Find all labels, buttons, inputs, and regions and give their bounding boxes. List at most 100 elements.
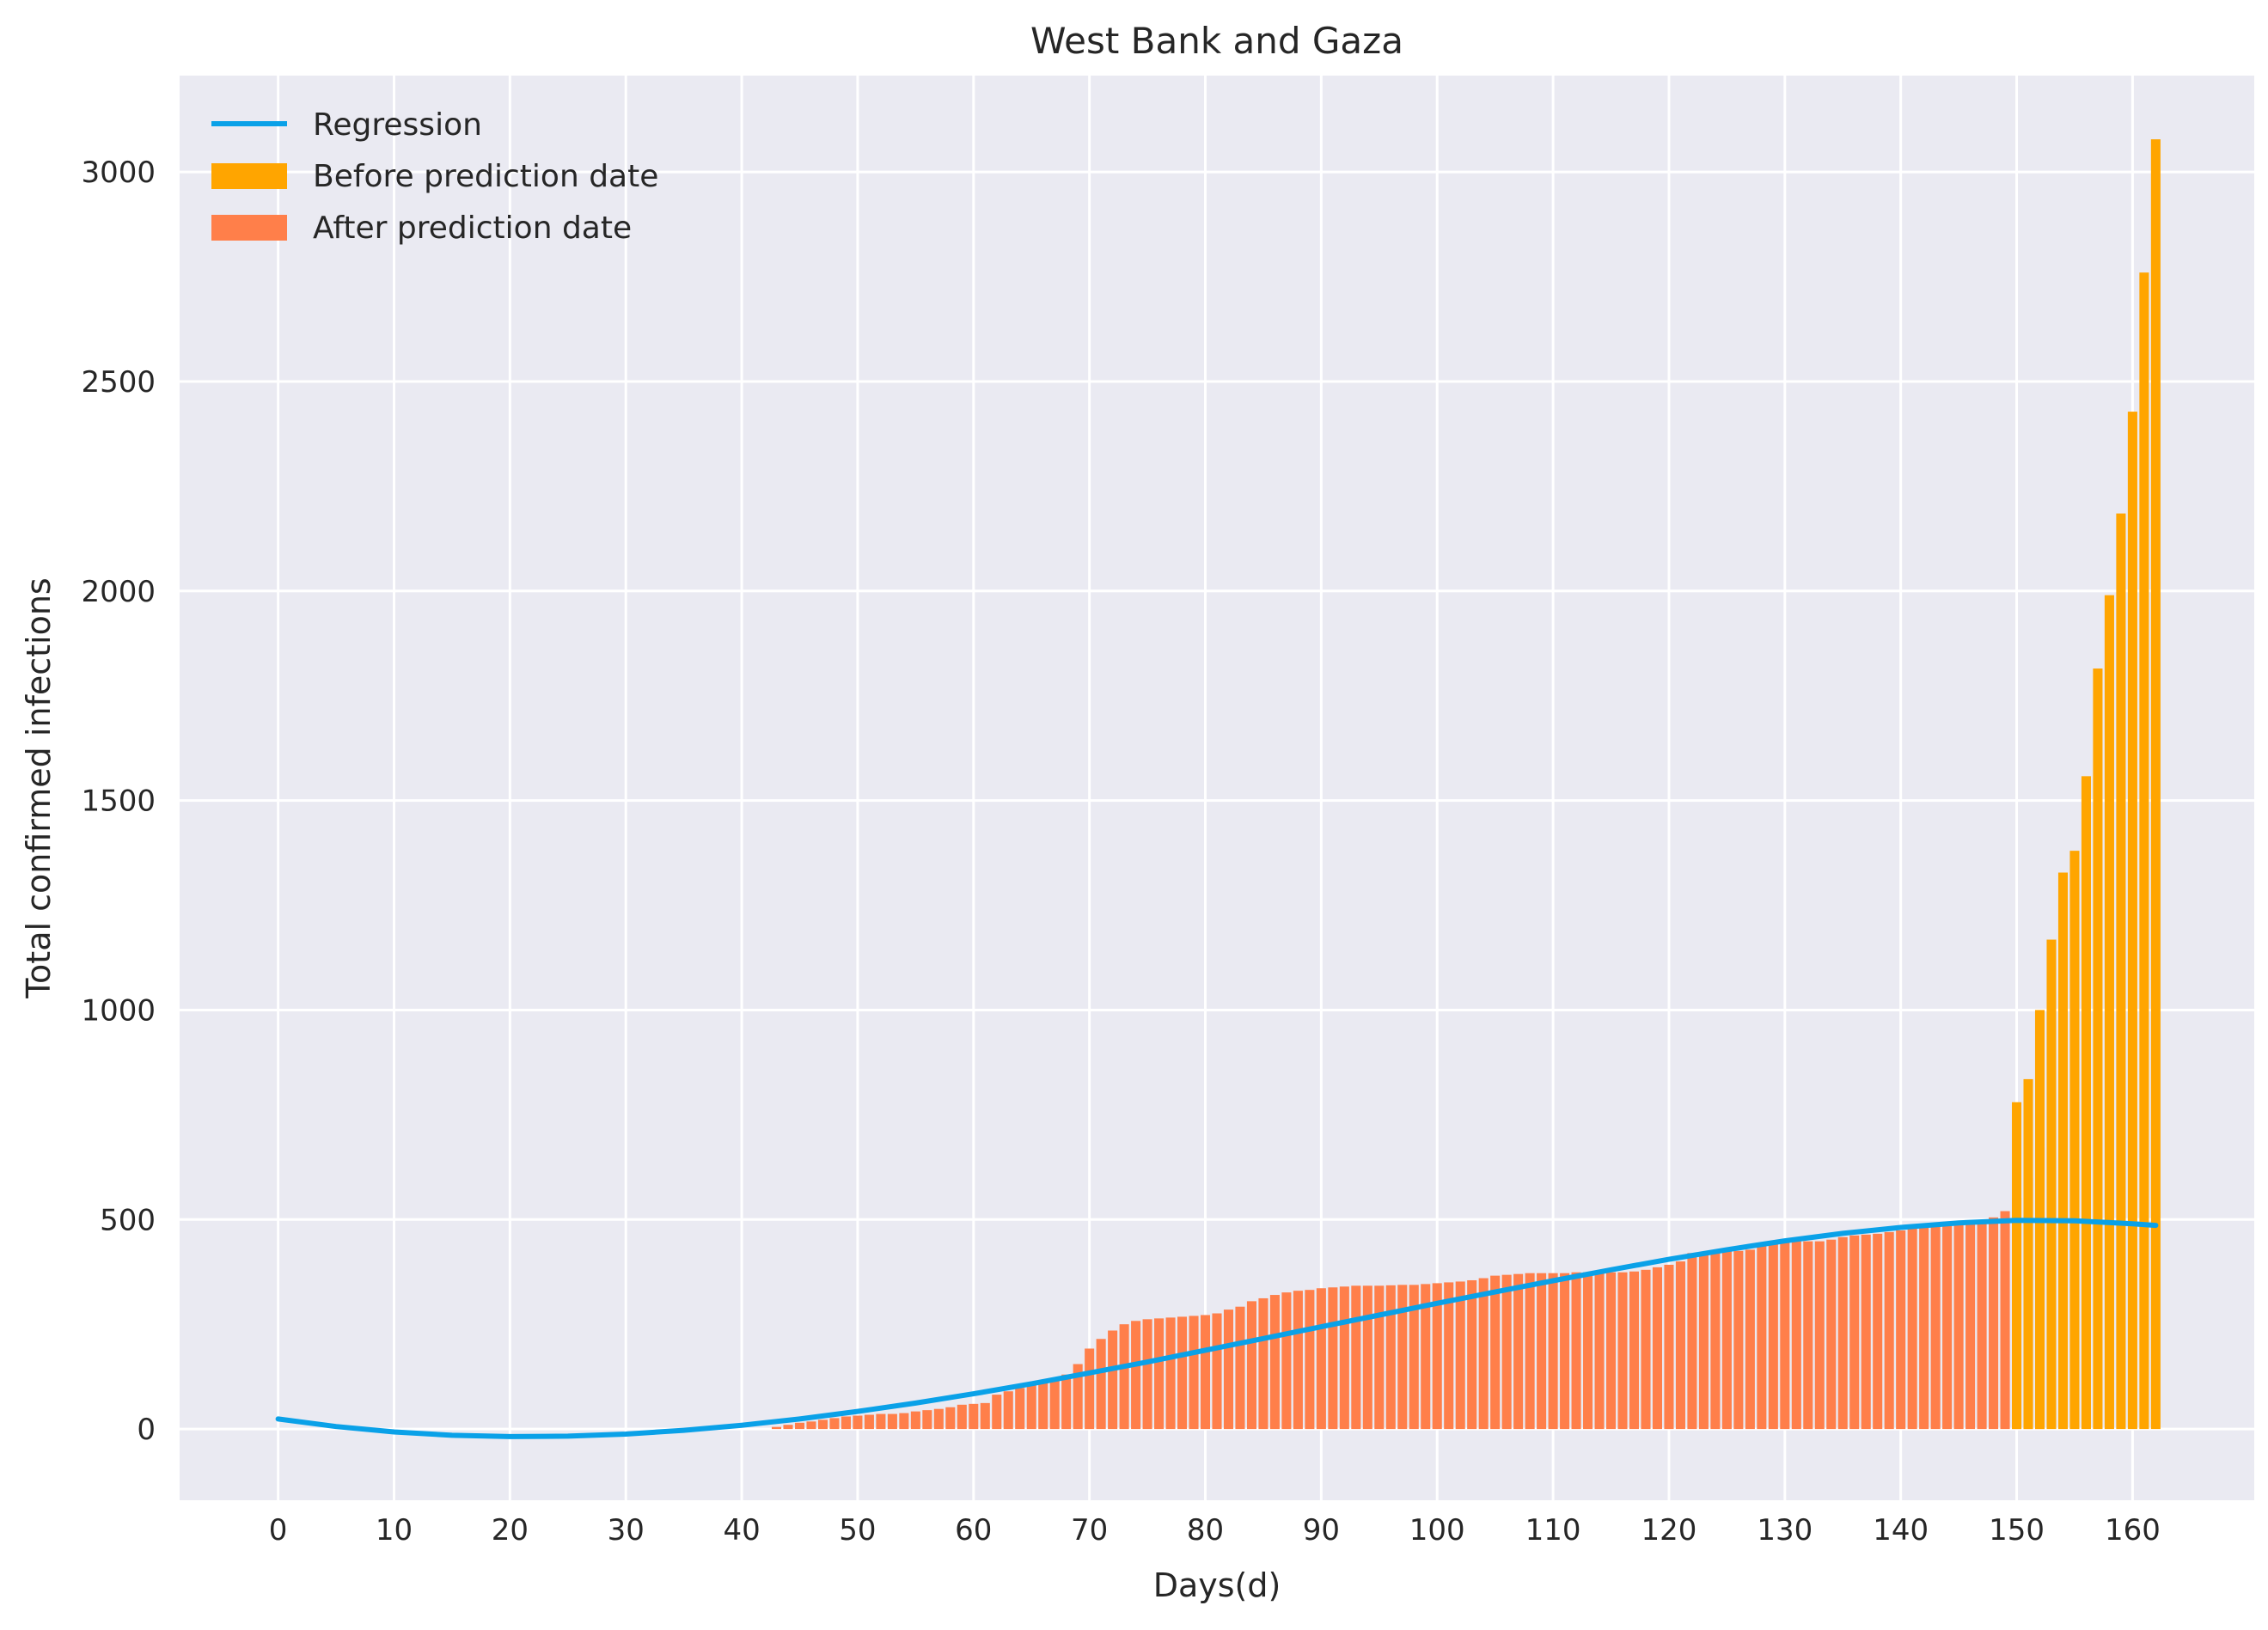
after-prediction-bar	[1803, 1241, 1813, 1430]
after-prediction-bar	[1814, 1241, 1825, 1430]
after-prediction-bar	[1907, 1228, 1917, 1430]
x-tick-label: 40	[723, 1513, 760, 1548]
y-tick-label: 1000	[81, 993, 156, 1028]
after-prediction-bar	[1374, 1285, 1385, 1430]
after-prediction-bar	[1096, 1339, 1106, 1430]
before-prediction-bar	[2012, 1102, 2022, 1430]
after-prediction-bar	[1675, 1261, 1685, 1430]
after-prediction-bar	[1513, 1273, 1524, 1430]
after-prediction-bar	[1791, 1241, 1801, 1430]
after-prediction-bar	[1757, 1246, 1767, 1430]
after-prediction-bars	[772, 1147, 2045, 1430]
after-prediction-bar	[899, 1413, 909, 1430]
after-prediction-bar	[1316, 1288, 1326, 1430]
grid-lines	[180, 76, 2254, 1500]
after-prediction-bar	[1305, 1290, 1315, 1430]
after-prediction-bar	[817, 1419, 828, 1430]
after-prediction-bar	[1444, 1282, 1454, 1430]
after-prediction-bar	[1478, 1278, 1489, 1430]
x-tick-label: 160	[2105, 1513, 2161, 1548]
after-prediction-bar	[957, 1404, 967, 1430]
legend-regression-label: Regression	[313, 107, 482, 143]
after-prediction-bar	[1200, 1315, 1211, 1430]
after-prediction-bar	[1049, 1377, 1060, 1430]
after-prediction-bar	[1733, 1250, 1744, 1430]
after-prediction-bar	[980, 1402, 990, 1430]
x-tick-label: 10	[376, 1513, 413, 1548]
after-prediction-bar	[910, 1411, 920, 1430]
x-tick-label: 70	[1071, 1513, 1108, 1548]
after-prediction-bar	[1780, 1242, 1790, 1430]
after-prediction-bar	[1293, 1291, 1303, 1430]
after-prediction-bar	[1861, 1234, 1871, 1430]
after-prediction-bar	[1235, 1306, 1245, 1430]
after-prediction-bar	[1131, 1321, 1141, 1430]
after-prediction-bar	[1269, 1295, 1280, 1430]
x-tick-label: 140	[1873, 1513, 1929, 1548]
x-tick-label: 90	[1303, 1513, 1340, 1548]
after-prediction-bar	[1073, 1364, 1083, 1430]
after-prediction-bar	[1223, 1309, 1234, 1430]
x-axis-label: Days(d)	[1153, 1566, 1281, 1604]
x-tick-label: 80	[1187, 1513, 1224, 1548]
before-prediction-bar	[2081, 776, 2091, 1430]
y-tick-label: 2000	[81, 575, 156, 609]
after-prediction-bar	[1617, 1272, 1628, 1430]
y-tick-label: 2500	[81, 365, 156, 400]
after-prediction-bar	[1177, 1316, 1188, 1430]
after-prediction-bar	[1328, 1287, 1338, 1430]
legend-before-swatch	[211, 163, 287, 189]
legend-before-label: Before prediction date	[313, 159, 658, 194]
x-tick-label: 150	[1989, 1513, 2045, 1548]
after-prediction-bar	[1085, 1348, 1095, 1430]
before-prediction-bar	[2104, 595, 2114, 1430]
x-tick-label: 130	[1757, 1513, 1813, 1548]
after-prediction-bar	[1108, 1330, 1118, 1430]
after-prediction-bar	[1525, 1273, 1535, 1430]
after-prediction-bar	[841, 1416, 851, 1430]
after-prediction-bar	[1362, 1285, 1372, 1430]
x-tick-label: 50	[839, 1513, 876, 1548]
after-prediction-bar	[864, 1414, 874, 1430]
after-prediction-bar	[1548, 1273, 1558, 1430]
after-prediction-bar	[1745, 1249, 1755, 1430]
after-prediction-bar	[2000, 1211, 2010, 1430]
chart-title: West Bank and Gaza	[1030, 20, 1403, 62]
after-prediction-bar	[1165, 1317, 1176, 1430]
after-prediction-bar	[1501, 1274, 1512, 1430]
before-prediction-bar	[2150, 139, 2161, 1430]
after-prediction-bar	[1154, 1318, 1165, 1430]
after-prediction-bar	[969, 1403, 979, 1430]
after-prediction-bar	[783, 1425, 793, 1430]
after-prediction-bar	[1698, 1252, 1709, 1430]
after-prediction-bar	[853, 1415, 863, 1430]
before-prediction-bar	[2116, 513, 2126, 1430]
after-prediction-bar	[1873, 1233, 1883, 1430]
after-prediction-bar	[1942, 1224, 1953, 1430]
x-tick-label: 120	[1641, 1513, 1697, 1548]
after-prediction-bar	[992, 1395, 1002, 1430]
after-prediction-bar	[1919, 1226, 1929, 1430]
x-tick-label: 60	[955, 1513, 992, 1548]
before-prediction-bar	[2093, 668, 2103, 1430]
after-prediction-bar	[1119, 1324, 1129, 1430]
after-prediction-bar	[1710, 1251, 1721, 1430]
x-tick-label: 30	[608, 1513, 645, 1548]
after-prediction-bar	[876, 1413, 886, 1430]
after-prediction-bar	[1989, 1217, 1999, 1430]
after-prediction-bar	[1038, 1381, 1048, 1430]
before-prediction-bars	[2012, 139, 2161, 1430]
before-prediction-bar	[2139, 272, 2149, 1430]
after-prediction-bar	[1189, 1316, 1199, 1430]
after-prediction-bar	[1212, 1313, 1222, 1430]
after-prediction-bar	[1583, 1272, 1593, 1430]
after-prediction-bar	[806, 1421, 816, 1430]
after-prediction-bar	[1826, 1239, 1837, 1430]
after-prediction-bar	[1409, 1285, 1419, 1430]
y-tick-labels: 0 500 1000 1500 2000 2500 3000	[81, 156, 156, 1447]
after-prediction-bar	[1930, 1225, 1941, 1430]
after-prediction-bar	[1339, 1286, 1349, 1430]
after-prediction-bar	[1281, 1292, 1292, 1430]
after-prediction-bar	[1258, 1297, 1268, 1430]
